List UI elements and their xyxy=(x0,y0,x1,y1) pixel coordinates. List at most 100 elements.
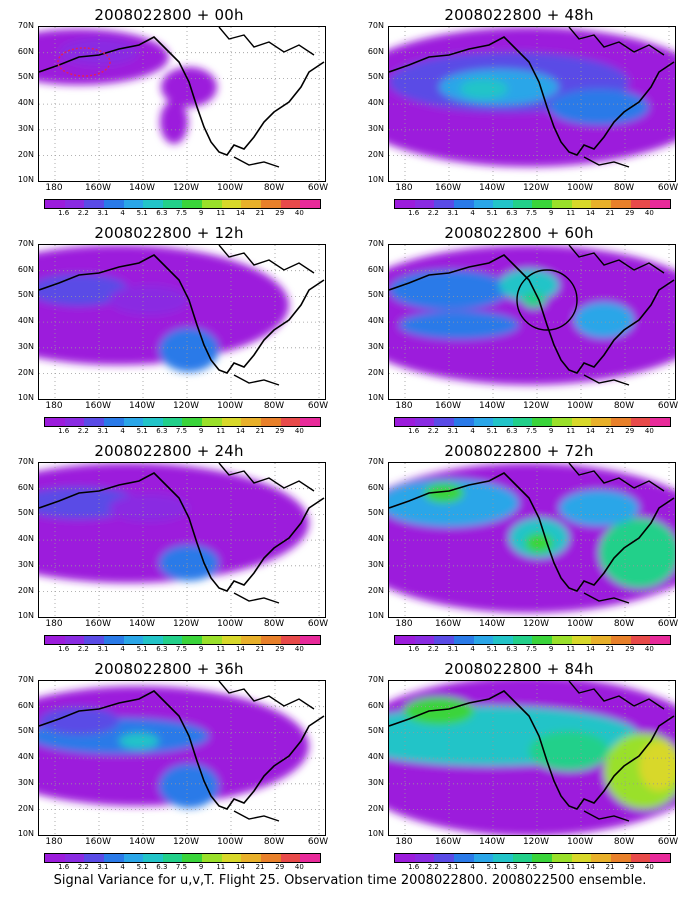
colorbar xyxy=(44,853,321,863)
lat-tick-label: 20N xyxy=(367,149,384,159)
colorbar-swatch xyxy=(473,200,494,208)
colorbar-label: 9 xyxy=(198,427,204,435)
highlight-circle xyxy=(516,269,578,331)
colorbar-swatch xyxy=(414,200,435,208)
lat-tick-label: 50N xyxy=(17,290,34,300)
colorbar-label: 6.3 xyxy=(506,863,518,871)
lat-tick-label: 20N xyxy=(17,149,34,159)
lat-tick-label: 70N xyxy=(17,457,34,466)
lat-tick-label: 20N xyxy=(367,585,384,595)
colorbar-swatch xyxy=(241,200,262,208)
lat-tick-label: 50N xyxy=(367,726,384,736)
colorbar-swatch xyxy=(182,636,203,644)
colorbar-label: 21 xyxy=(255,209,265,217)
lat-tick-label: 50N xyxy=(367,72,384,82)
colorbar-swatch xyxy=(280,854,301,862)
lon-tick-label: 60W xyxy=(307,837,329,847)
lon-tick-label: 60W xyxy=(657,183,679,193)
colorbar-swatch xyxy=(650,418,670,426)
observation-region xyxy=(57,47,111,77)
lon-tick-label: 180 xyxy=(45,401,63,411)
lon-tick-label: 180 xyxy=(45,183,63,193)
colorbar-swatch xyxy=(473,418,494,426)
lat-tick-label: 50N xyxy=(367,508,384,518)
colorbar-label: 2.2 xyxy=(77,427,89,435)
colorbar-swatch xyxy=(202,200,222,208)
colorbar-label: 11 xyxy=(566,209,576,217)
lat-tick-label: 20N xyxy=(17,367,34,377)
colorbar-swatch xyxy=(300,418,320,426)
lon-tick-label: 140W xyxy=(478,619,506,629)
colorbar-label: 40 xyxy=(294,427,304,435)
lat-tick-label: 40N xyxy=(367,98,384,108)
colorbar-label: 7.5 xyxy=(525,863,538,871)
colorbar-swatch xyxy=(532,200,553,208)
lat-tick-label: 10N xyxy=(17,611,34,621)
variance-shading xyxy=(529,731,609,771)
colorbar-swatch xyxy=(143,636,163,644)
colorbar-swatch xyxy=(571,418,592,426)
colorbar-swatch xyxy=(45,200,65,208)
lat-tick-label: 60N xyxy=(367,46,384,56)
colorbar-label: 4 xyxy=(470,427,475,435)
colorbar-label: 4 xyxy=(470,645,475,653)
lat-tick-label: 40N xyxy=(367,752,384,762)
lon-tick-label: 80W xyxy=(613,183,635,193)
colorbar-swatch xyxy=(64,200,85,208)
coastline xyxy=(39,254,325,374)
colorbar-label: 29 xyxy=(625,427,635,435)
colorbar-label: 5.1 xyxy=(486,427,498,435)
map-area xyxy=(388,26,676,182)
colorbar-label: 3.1 xyxy=(447,863,459,871)
colorbar-label: 14 xyxy=(235,645,245,653)
colorbar-swatch xyxy=(493,200,513,208)
colorbar-swatch xyxy=(64,418,85,426)
lat-tick-label: 20N xyxy=(367,803,384,813)
colorbar-swatch xyxy=(552,200,572,208)
lon-tick-label: 100W xyxy=(216,183,244,193)
map-panel: 2008022800 + 48h 70N 60N 50N 40N 30N 20N 10N 180… xyxy=(354,6,684,222)
colorbar-label: 9 xyxy=(198,209,204,217)
lat-tick-label: 20N xyxy=(367,367,384,377)
colorbar-swatch xyxy=(650,854,670,862)
colorbar-label: 1.6 xyxy=(58,209,70,217)
colorbar-swatch xyxy=(434,418,454,426)
colorbar-swatch xyxy=(241,636,262,644)
colorbar-swatch xyxy=(414,854,435,862)
colorbar xyxy=(44,199,321,209)
lon-tick-label: 80W xyxy=(263,837,285,847)
lon-tick-label: 140W xyxy=(128,183,156,193)
colorbar-swatch xyxy=(64,854,85,862)
colorbar-swatch xyxy=(280,200,301,208)
map-panel: 2008022800 + 00h 70N 60N 50N 40N 30N 20N 10N 180… xyxy=(4,6,334,222)
colorbar-swatch xyxy=(453,854,474,862)
colorbar-swatch xyxy=(650,200,670,208)
colorbar-swatch xyxy=(611,200,631,208)
colorbar-label: 5.1 xyxy=(136,863,148,871)
lon-tick-label: 60W xyxy=(657,401,679,411)
colorbar-label: 5.1 xyxy=(486,209,498,217)
colorbar-swatch xyxy=(434,200,454,208)
lat-tick-label: 70N xyxy=(367,239,384,248)
map-panel: 2008022800 + 36h 70N 60N 50N 40N 30N 20N 10N 180… xyxy=(4,660,334,876)
lat-tick-label: 60N xyxy=(367,482,384,492)
variance-shading xyxy=(109,285,189,315)
colorbar-label: 5.1 xyxy=(136,427,148,435)
colorbar-swatch xyxy=(453,200,474,208)
colorbar-label: 21 xyxy=(605,427,615,435)
lon-tick-label: 80W xyxy=(613,837,635,847)
map-area xyxy=(38,244,326,400)
colorbar-swatch xyxy=(162,200,183,208)
colorbar-swatch xyxy=(103,636,124,644)
colorbar-swatch xyxy=(143,200,163,208)
lat-tick-label: 10N xyxy=(17,175,34,185)
lon-tick-label: 100W xyxy=(566,837,594,847)
colorbar-swatch xyxy=(493,418,513,426)
coastline xyxy=(389,36,675,156)
colorbar-label: 14 xyxy=(235,427,245,435)
colorbar-label: 1.6 xyxy=(58,645,70,653)
panel-title: 2008022800 + 84h xyxy=(444,660,594,678)
colorbar-swatch xyxy=(591,200,612,208)
colorbar-label: 14 xyxy=(235,863,245,871)
lon-tick-label: 140W xyxy=(128,837,156,847)
